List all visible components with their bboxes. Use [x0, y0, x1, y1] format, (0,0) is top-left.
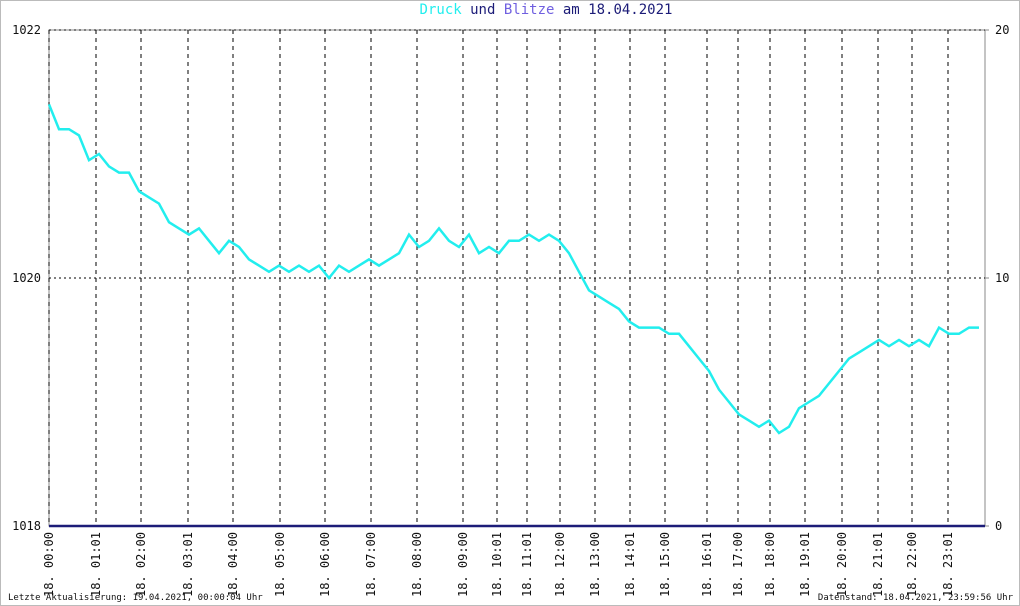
footer-left: Letzte Aktualisierung: 19.04.2021, 00:00… [8, 593, 263, 603]
x-tick-label: 18. 18:00 [763, 532, 777, 597]
x-tick-label: 18. 07:00 [364, 532, 378, 597]
x-tick-label: 18. 03:01 [181, 532, 195, 597]
x-tick-label: 18. 09:00 [456, 532, 470, 597]
x-tick-label: 18. 04:00 [226, 532, 240, 597]
y-tick-label: 1020 [12, 271, 41, 285]
x-tick-label: 18. 14:01 [623, 532, 637, 597]
x-tick-label: 18. 06:00 [318, 532, 332, 597]
x-tick-label: 18. 08:00 [410, 532, 424, 597]
x-tick-label: 18. 17:00 [731, 532, 745, 597]
x-tick-label: 18. 16:01 [700, 532, 714, 597]
series-line [47, 103, 979, 435]
x-tick-label: 18. 01:01 [89, 532, 103, 597]
y2-tick-label: 0 [995, 519, 1002, 533]
x-tick-label: 18. 22:00 [905, 532, 919, 597]
footer-right: Datenstand: 18.04.2021, 23:59:56 Uhr [818, 593, 1014, 603]
x-tick-label: 18. 05:00 [273, 532, 287, 597]
title-joiner: und [470, 2, 495, 18]
title-suffix: am 18.04.2021 [563, 2, 673, 18]
x-tick-label: 18. 00:00 [42, 532, 56, 597]
x-tick-label: 18. 21:01 [871, 532, 885, 597]
x-tick-label: 18. 10:01 [490, 532, 504, 597]
title-series-1: Blitze [504, 2, 555, 18]
x-tick-label: 18. 02:00 [134, 532, 148, 597]
title-series-0: Druck [420, 2, 463, 18]
y2-tick-label: 10 [995, 271, 1009, 285]
y2-tick-label: 20 [995, 23, 1009, 37]
x-tick-label: 18. 15:00 [658, 532, 672, 597]
y-tick-label: 1018 [12, 519, 41, 533]
x-tick-label: 18. 12:00 [553, 532, 567, 597]
y-tick-label: 1022 [12, 23, 41, 37]
x-tick-label: 18. 13:00 [588, 532, 602, 597]
x-tick-label: 18. 20:00 [835, 532, 849, 597]
x-tick-label: 18. 19:01 [798, 532, 812, 597]
chart-title: Druck und Blitze am 18.04.2021 [420, 2, 673, 18]
x-tick-label: 18. 11:01 [520, 532, 534, 597]
x-tick-label: 18. 23:01 [941, 532, 955, 597]
